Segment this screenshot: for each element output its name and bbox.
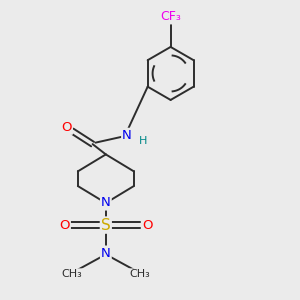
Text: N: N bbox=[101, 196, 111, 209]
Text: CH₃: CH₃ bbox=[129, 269, 150, 279]
Text: N: N bbox=[101, 247, 111, 260]
Text: O: O bbox=[61, 121, 72, 134]
Text: O: O bbox=[142, 219, 152, 232]
Text: CF₃: CF₃ bbox=[160, 11, 181, 23]
Text: CH₃: CH₃ bbox=[61, 269, 82, 279]
Text: N: N bbox=[122, 129, 132, 142]
Text: O: O bbox=[59, 219, 70, 232]
Text: S: S bbox=[101, 218, 111, 232]
Text: H: H bbox=[139, 136, 147, 146]
